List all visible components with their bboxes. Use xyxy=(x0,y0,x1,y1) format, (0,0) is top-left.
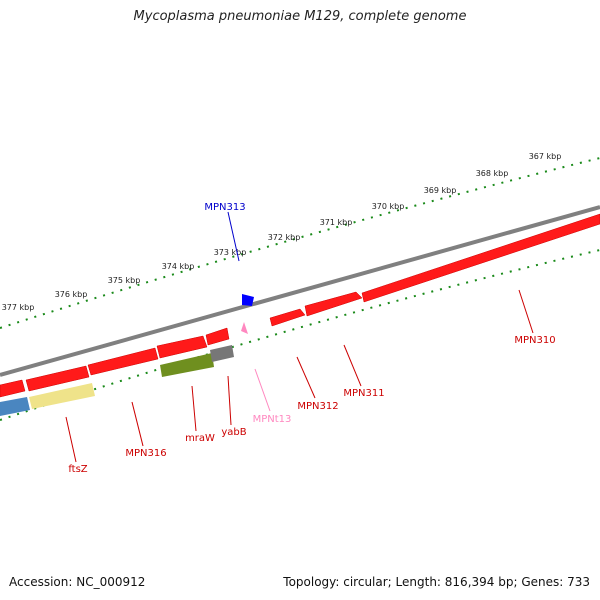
gene-label-yabb[interactable]: yabB xyxy=(221,427,246,438)
gene-label-mpn316[interactable]: MPN316 xyxy=(125,448,166,459)
tick-label: 370 kbp xyxy=(372,202,405,211)
leader-mpnt13 xyxy=(254,368,271,412)
leader-mraw xyxy=(191,385,197,432)
leader-yabb xyxy=(227,375,232,426)
gene-ftsz[interactable] xyxy=(25,365,90,392)
gene-mpn310[interactable] xyxy=(361,213,600,303)
tick-labels: 377 kbp 376 kbp 375 kbp 374 kbp 373 kbp 372 k… xyxy=(2,152,562,312)
reverse-genes xyxy=(0,327,230,398)
tick-label: 371 kbp xyxy=(320,218,353,227)
tick-label: 375 kbp xyxy=(108,276,141,285)
mpn313-marker[interactable] xyxy=(242,294,254,306)
gene-mpn312[interactable] xyxy=(269,308,306,327)
leader-mpn313 xyxy=(227,211,240,262)
gene-mraw[interactable] xyxy=(156,335,208,359)
map-title: Mycoplasma pneumoniae M129, complete gen… xyxy=(133,9,467,24)
gene-mpn316[interactable] xyxy=(87,347,159,376)
leader-mpn310 xyxy=(518,289,534,334)
genome-backbone xyxy=(0,205,600,377)
feature-blue[interactable] xyxy=(0,397,30,416)
accession-text: Accession: NC_000912 xyxy=(9,575,146,589)
outer-tick-ruler xyxy=(0,157,600,329)
feature-olive[interactable] xyxy=(160,353,214,377)
feature-yellow[interactable] xyxy=(29,383,95,409)
tick-label: 372 kbp xyxy=(268,233,301,242)
gene-label-mpn310[interactable]: MPN310 xyxy=(514,335,555,346)
leader-mpn311 xyxy=(343,344,362,387)
leader-ftsz xyxy=(65,416,77,463)
tick-label: 376 kbp xyxy=(55,290,88,299)
gene-label-mpn311[interactable]: MPN311 xyxy=(343,388,384,399)
other-features xyxy=(0,345,234,416)
tick-label: 369 kbp xyxy=(424,186,457,195)
topology-summary: Topology: circular; Length: 816,394 bp; … xyxy=(283,575,590,589)
gene-label-mpn313[interactable]: MPN313 xyxy=(204,202,245,213)
tick-label: 374 kbp xyxy=(162,262,195,271)
gene-left-edge[interactable] xyxy=(0,379,26,398)
gene-label-ftsz[interactable]: ftsZ xyxy=(68,464,87,475)
leader-mpn312 xyxy=(296,356,316,399)
mpnt13-marker[interactable] xyxy=(241,322,248,334)
gene-label-mpnt13[interactable]: MPNt13 xyxy=(253,414,292,425)
gene-leaders xyxy=(65,211,534,463)
gene-label-mpn312[interactable]: MPN312 xyxy=(297,401,338,412)
forward-genes xyxy=(269,213,600,327)
tick-label: 373 kbp xyxy=(214,248,247,257)
tick-label: 367 kbp xyxy=(529,152,562,161)
tick-label: 368 kbp xyxy=(476,169,509,178)
gene-names: MPN313 MPN310 MPN311 MPN312 MPNt13 yabB mraW MP… xyxy=(68,202,555,475)
gene-label-mraw[interactable]: mraW xyxy=(185,433,215,444)
gene-mpn311[interactable] xyxy=(304,291,363,317)
leader-mpn316 xyxy=(131,401,144,447)
feature-grey[interactable] xyxy=(210,345,234,362)
tick-label: 377 kbp xyxy=(2,303,35,312)
gene-yabb[interactable] xyxy=(205,327,230,346)
